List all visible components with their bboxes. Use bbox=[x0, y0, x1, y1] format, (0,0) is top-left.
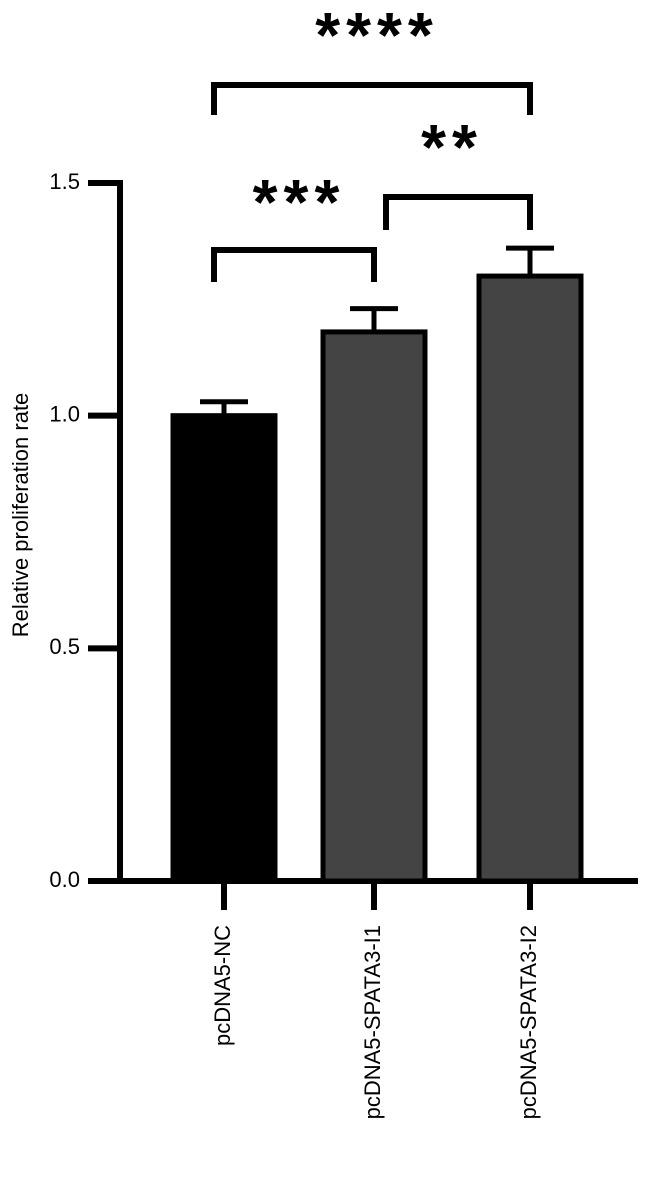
y-tick-label: 0.0 bbox=[49, 867, 80, 892]
bar bbox=[170, 413, 278, 884]
significance-label: *** bbox=[253, 166, 346, 238]
y-axis-title: Relative proliferation rate bbox=[8, 393, 33, 638]
bar bbox=[320, 329, 428, 884]
significance-label: ** bbox=[421, 111, 483, 183]
significance-label: **** bbox=[315, 0, 439, 71]
y-tick-label: 0.5 bbox=[49, 634, 80, 659]
significance-bracket bbox=[383, 194, 533, 230]
bar bbox=[476, 273, 584, 884]
y-tick-label: 1.5 bbox=[49, 169, 80, 194]
x-tick-label: pcDNA5-NC bbox=[210, 925, 235, 1046]
x-tick-label: pcDNA5-SPATA3-I2 bbox=[516, 925, 541, 1119]
x-tick-label: pcDNA5-SPATA3-I1 bbox=[360, 925, 385, 1119]
significance-bracket bbox=[211, 247, 377, 282]
significance-bracket bbox=[211, 82, 533, 115]
y-tick-label: 1.0 bbox=[49, 401, 80, 426]
